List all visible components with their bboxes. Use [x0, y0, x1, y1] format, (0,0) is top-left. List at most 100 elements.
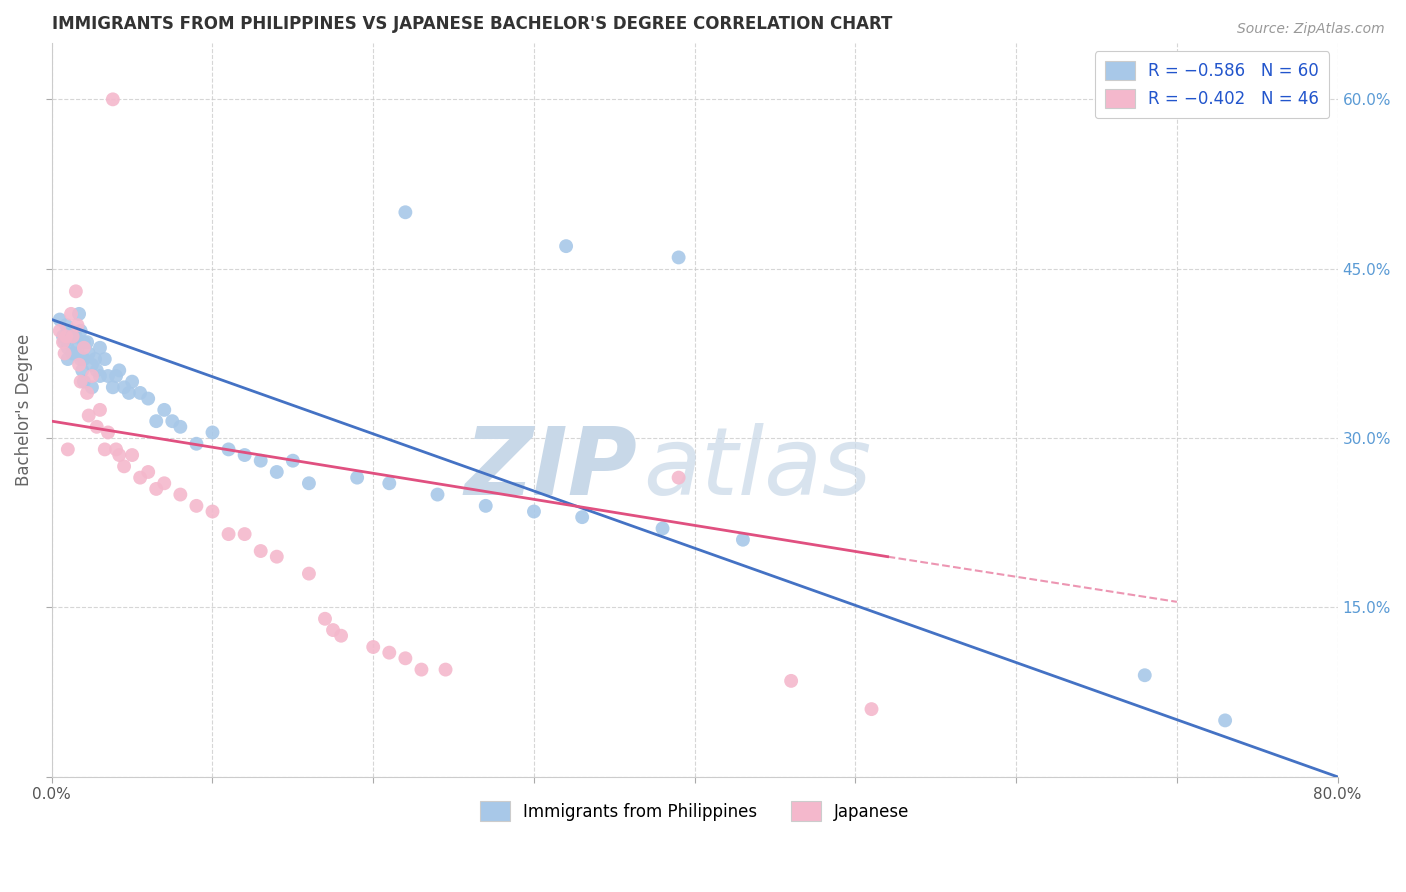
Point: [66, 341, 89, 355]
Point: [94, 442, 117, 457]
Point: [65, 346, 87, 360]
Point: [73, 335, 96, 350]
Point: [80, 380, 103, 394]
Point: [314, 612, 336, 626]
Point: [77, 346, 100, 360]
Point: [62, 329, 84, 343]
Point: [69, 324, 91, 338]
Point: [67, 358, 90, 372]
Point: [523, 504, 546, 518]
Point: [73, 352, 96, 367]
Point: [169, 487, 191, 501]
Point: [129, 386, 152, 401]
Point: [651, 521, 673, 535]
Point: [69, 375, 91, 389]
Point: [153, 403, 176, 417]
Point: [121, 375, 143, 389]
Point: [94, 352, 117, 367]
Point: [77, 409, 100, 423]
Point: [233, 527, 256, 541]
Point: [56, 442, 79, 457]
Point: [1133, 668, 1156, 682]
Point: [218, 442, 240, 457]
Point: [80, 369, 103, 384]
Point: [201, 425, 224, 440]
Point: [201, 504, 224, 518]
Point: [668, 251, 690, 265]
Point: [426, 487, 449, 501]
Point: [249, 544, 271, 558]
Text: Source: ZipAtlas.com: Source: ZipAtlas.com: [1237, 22, 1385, 37]
Point: [65, 329, 87, 343]
Point: [298, 566, 321, 581]
Point: [69, 352, 91, 367]
Text: ZIP: ZIP: [464, 423, 637, 515]
Point: [218, 527, 240, 541]
Point: [89, 369, 111, 384]
Point: [97, 425, 120, 440]
Point: [84, 352, 107, 367]
Point: [153, 476, 176, 491]
Point: [66, 318, 89, 333]
Point: [378, 476, 401, 491]
Point: [169, 419, 191, 434]
Point: [361, 640, 384, 654]
Point: [55, 329, 77, 343]
Point: [129, 470, 152, 484]
Point: [56, 352, 79, 367]
Point: [434, 663, 457, 677]
Point: [136, 392, 159, 406]
Point: [86, 363, 108, 377]
Point: [249, 453, 271, 467]
Point: [73, 375, 96, 389]
Point: [186, 436, 208, 450]
Point: [53, 346, 76, 360]
Point: [62, 346, 84, 360]
Text: IMMIGRANTS FROM PHILIPPINES VS JAPANESE BACHELOR'S DEGREE CORRELATION CHART: IMMIGRANTS FROM PHILIPPINES VS JAPANESE …: [52, 15, 893, 33]
Point: [108, 363, 131, 377]
Point: [89, 403, 111, 417]
Point: [378, 646, 401, 660]
Point: [266, 465, 288, 479]
Point: [76, 335, 98, 350]
Point: [105, 442, 128, 457]
Point: [394, 651, 416, 665]
Point: [65, 285, 87, 299]
Point: [53, 335, 76, 350]
Point: [101, 380, 124, 394]
Point: [52, 335, 75, 350]
Point: [121, 448, 143, 462]
Point: [60, 307, 83, 321]
Point: [112, 380, 135, 394]
Point: [72, 363, 94, 377]
Point: [1213, 714, 1236, 728]
Point: [555, 239, 578, 253]
Point: [136, 465, 159, 479]
Point: [49, 312, 72, 326]
Point: [780, 673, 803, 688]
Point: [474, 499, 496, 513]
Point: [89, 341, 111, 355]
Point: [52, 329, 75, 343]
Point: [233, 448, 256, 462]
Point: [668, 470, 690, 484]
Point: [49, 324, 72, 338]
Point: [105, 369, 128, 384]
Point: [60, 324, 83, 338]
Point: [73, 341, 96, 355]
Point: [330, 629, 353, 643]
Point: [411, 663, 433, 677]
Point: [108, 448, 131, 462]
Point: [145, 414, 167, 428]
Point: [101, 92, 124, 106]
Point: [186, 499, 208, 513]
Point: [394, 205, 416, 219]
Point: [62, 329, 84, 343]
Point: [162, 414, 184, 428]
Point: [266, 549, 288, 564]
Point: [86, 419, 108, 434]
Point: [56, 324, 79, 338]
Point: [67, 307, 90, 321]
Point: [571, 510, 593, 524]
Point: [731, 533, 754, 547]
